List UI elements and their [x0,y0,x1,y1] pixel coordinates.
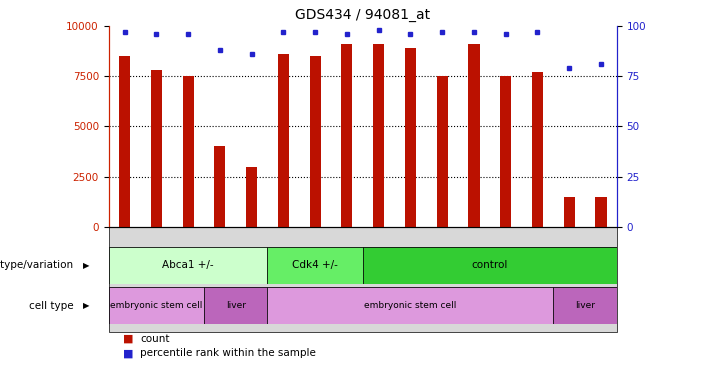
Text: ▶: ▶ [83,261,89,270]
Bar [595,197,606,227]
Text: genotype/variation: genotype/variation [0,260,74,270]
Text: Abca1 +/-: Abca1 +/- [162,260,214,270]
Bar [268,247,363,284]
Bar [468,44,479,227]
Text: liver: liver [575,301,595,310]
Bar [151,70,162,227]
Text: liver: liver [226,301,246,310]
Bar [182,76,193,227]
Text: ■: ■ [123,348,133,358]
Bar [278,54,289,227]
Bar [215,146,226,227]
Text: embryonic stem cell: embryonic stem cell [110,301,203,310]
Text: control: control [472,260,508,270]
Bar [246,167,257,227]
Bar [564,197,575,227]
Bar [310,56,320,227]
Bar [341,44,353,227]
Text: cell type: cell type [29,300,74,311]
Bar [268,287,553,324]
Bar [500,76,511,227]
Text: count: count [140,333,170,344]
Text: percentile rank within the sample: percentile rank within the sample [140,348,316,358]
Bar [109,247,268,284]
Bar [119,56,130,227]
Text: ▶: ▶ [83,301,89,310]
Title: GDS434 / 94081_at: GDS434 / 94081_at [295,8,430,22]
Bar [363,247,617,284]
Bar [437,76,448,227]
Bar [405,48,416,227]
Bar [373,44,384,227]
Bar [204,287,268,324]
Text: embryonic stem cell: embryonic stem cell [365,301,456,310]
Bar [109,287,204,324]
Text: ■: ■ [123,333,133,344]
Bar [109,227,617,332]
Bar [553,287,617,324]
Text: Cdk4 +/-: Cdk4 +/- [292,260,338,270]
Bar [532,72,543,227]
